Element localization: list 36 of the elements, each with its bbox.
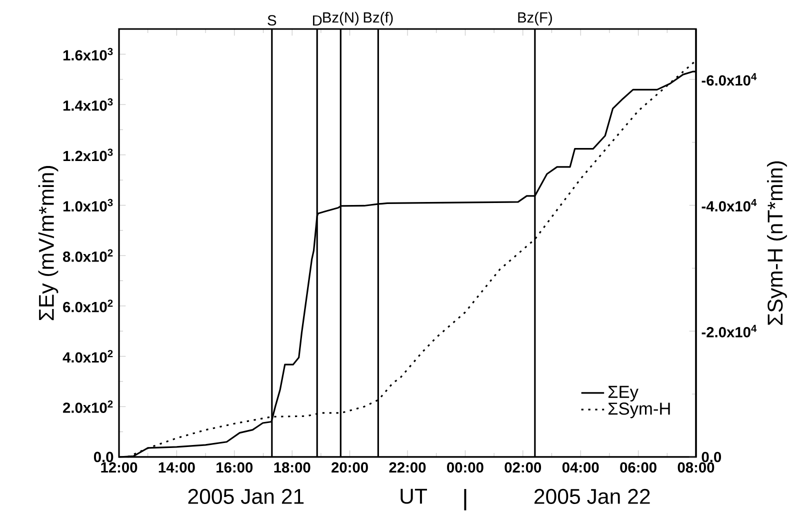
text: 2005 Jan 22 [534,488,650,504]
y-tick-label: 1.0x10$^{3}$ [63,198,113,212]
x-tick-label: 20:00 [332,462,368,473]
x-tick-label: 04:00 [562,462,599,473]
x-tick-label: 08:00 [678,462,714,473]
x-tick-label: 22:00 [389,462,426,473]
y-tick-label: 2.0x10$^{2}$ [63,400,113,413]
y-tick-label: 1.2x10$^{3}$ [63,148,113,162]
y2-tick-label: -6.0x10$^{4}$ [702,73,757,86]
x-tick-label: 06:00 [620,462,656,473]
y-tick-label: 1.6x10$^{3}$ [63,48,113,60]
ref-line-label: Bz(F) [518,12,552,26]
x-axis-title: UT [400,488,427,504]
ref-line-label: S [268,15,276,26]
y-tick-label: 4.0x10$^{2}$ [62,350,113,363]
y2-axis-title: ΣSym-H (nT*min) [767,161,787,325]
legend-label: ΣSym-H [608,402,670,418]
x-tick-label: 00:00 [447,462,484,473]
ref-line-label: Bz(N) [323,12,358,26]
y-tick-label: 1.4x10$^{3}$ [63,98,113,111]
y-tick-label: 8.0x10$^{2}$ [62,249,113,262]
y2-tick-label: 0.0 [702,452,722,462]
x-tick-label: 12:00 [101,462,138,473]
ref-line-label: Bz(f) [364,12,393,26]
y-tick-label: 0.0 [94,452,114,462]
legend-label: ΣEy [608,386,638,402]
y2-tick-label: -4.0x10$^{4}$ [702,198,757,212]
y2-tick-label: -2.0x10$^{4}$ [702,324,757,338]
y-tick-label: 6.0x10$^{2}$ [63,300,113,312]
y-axis-title: ΣEy (mV/m*min) [38,166,58,320]
x-tick-label: 02:00 [504,462,542,473]
ref-line-label: D [313,15,322,26]
x-tick-label: 14:00 [158,462,195,473]
text: 2005 Jan 21 [188,488,304,504]
x-tick-label: 16:00 [216,462,253,473]
x-tick-label: 18:00 [274,462,310,473]
